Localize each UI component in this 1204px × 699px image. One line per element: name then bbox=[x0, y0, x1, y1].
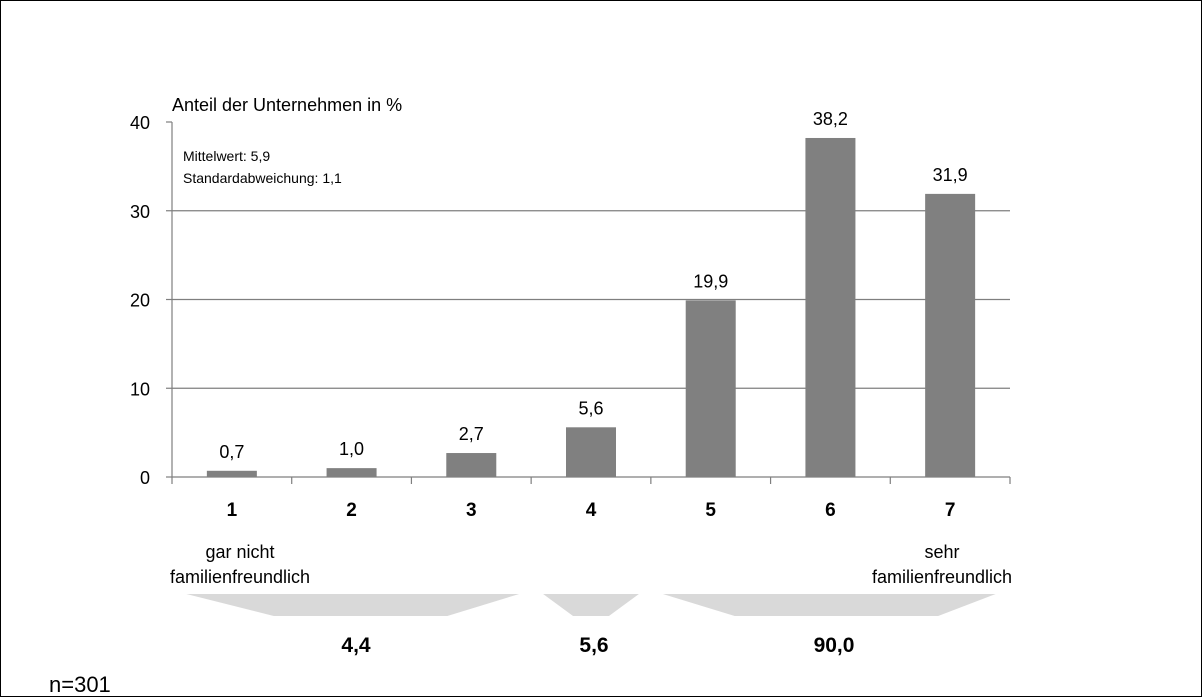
bar-4 bbox=[566, 427, 616, 477]
category-label-4: 4 bbox=[586, 500, 597, 521]
category-label-6: 6 bbox=[825, 500, 836, 521]
bar-6 bbox=[805, 137, 856, 477]
bar-7 bbox=[925, 193, 976, 477]
group-bracket-0 bbox=[186, 594, 520, 616]
category-label-2: 2 bbox=[346, 500, 357, 521]
y-tick-label-0: 0 bbox=[140, 468, 150, 488]
scale-low-label: gar nicht familienfreundlich bbox=[150, 540, 330, 590]
bar-1 bbox=[206, 470, 257, 477]
y-tick-label-20: 20 bbox=[130, 291, 150, 311]
y-tick-label-40: 40 bbox=[130, 113, 150, 133]
value-label-2: 1,0 bbox=[339, 439, 364, 459]
mean-label: Mittelwert: 5,9 bbox=[183, 148, 271, 164]
group-bracket-2 bbox=[662, 594, 996, 616]
bar-2 bbox=[326, 468, 377, 477]
y-tick-label-10: 10 bbox=[130, 379, 150, 399]
value-label-5: 19,9 bbox=[693, 271, 728, 291]
category-label-1: 1 bbox=[227, 500, 238, 521]
scale-high-line1: sehr bbox=[924, 542, 960, 562]
sample-size: n=301 bbox=[49, 672, 111, 697]
group-sum-low: 4,4 bbox=[341, 634, 371, 657]
scale-high-line2: familienfreundlich bbox=[871, 567, 1013, 587]
bar-5 bbox=[685, 300, 736, 477]
value-label-1: 0,7 bbox=[219, 442, 244, 462]
y-tick-label-30: 30 bbox=[130, 202, 150, 222]
scale-low-line1: gar nicht bbox=[205, 542, 275, 562]
bar-3 bbox=[446, 453, 497, 477]
value-label-7: 31,9 bbox=[933, 165, 968, 185]
value-label-3: 2,7 bbox=[459, 424, 484, 444]
group-sum-mid: 5,6 bbox=[579, 634, 609, 657]
value-label-4: 5,6 bbox=[578, 398, 603, 418]
category-label-7: 7 bbox=[945, 500, 956, 521]
scale-high-label: sehr familienfreundlich bbox=[822, 540, 1062, 590]
stats-annotation: Mittelwert: 5,9 Standardabweichung: 1,1 bbox=[183, 145, 342, 189]
scale-low-line2: familienfreundlich bbox=[169, 567, 311, 587]
group-sum-high: 90,0 bbox=[813, 634, 855, 657]
y-axis-title: Anteil der Unternehmen in % bbox=[172, 95, 403, 115]
stddev-label: Standardabweichung: 1,1 bbox=[183, 170, 342, 186]
category-label-5: 5 bbox=[705, 500, 716, 521]
value-label-6: 38,2 bbox=[813, 109, 848, 129]
category-label-3: 3 bbox=[466, 500, 477, 521]
group-bracket-1 bbox=[543, 594, 639, 616]
